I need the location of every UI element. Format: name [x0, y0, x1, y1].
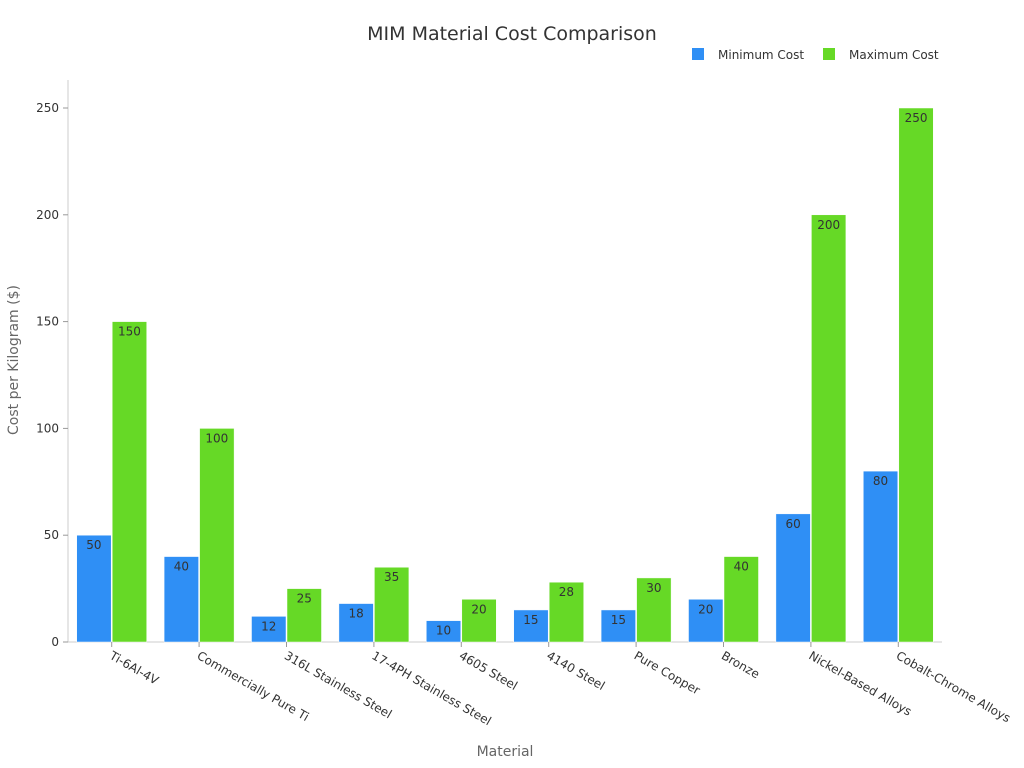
x-tick-label: Ti-6Al-4V	[106, 648, 161, 688]
y-tick-label: 50	[44, 528, 59, 542]
bar-max[interactable]	[898, 107, 934, 643]
bar-data-label: 15	[611, 613, 626, 627]
legend-label[interactable]: Minimum Cost	[718, 48, 804, 62]
bar-data-label: 30	[646, 581, 661, 595]
legend: Minimum Cost Maximum Cost	[692, 48, 939, 62]
x-tick-label: Pure Copper	[632, 648, 703, 697]
bar-data-label: 28	[559, 585, 574, 599]
bar-min[interactable]	[863, 470, 899, 643]
y-tick-label: 0	[51, 635, 59, 649]
bar-max[interactable]	[286, 588, 322, 643]
bar-max[interactable]	[548, 581, 584, 643]
bar-data-label: 25	[297, 592, 312, 606]
bar-max[interactable]	[111, 321, 147, 643]
bar-max[interactable]	[374, 566, 410, 643]
y-tick-label: 150	[36, 315, 59, 329]
bar-data-label: 18	[349, 607, 364, 621]
bar-min[interactable]	[775, 513, 811, 643]
bar-min[interactable]	[513, 609, 549, 643]
bar-data-label: 200	[817, 218, 840, 232]
bar-max[interactable]	[723, 556, 759, 643]
bar-max[interactable]	[461, 599, 497, 643]
bar-data-label: 12	[261, 619, 276, 633]
x-axis-label: Material	[477, 744, 534, 760]
y-tick-label: 200	[36, 208, 59, 222]
bar-data-label: 100	[205, 431, 228, 445]
bar-min[interactable]	[426, 620, 462, 643]
bar-data-label: 15	[523, 613, 538, 627]
bar-data-label: 250	[905, 111, 928, 125]
bar-data-label: 20	[471, 602, 486, 616]
y-axis-label: Cost per Kilogram ($)	[6, 285, 22, 435]
bar-data-label: 60	[786, 517, 801, 531]
bar-min[interactable]	[251, 616, 287, 643]
legend-swatch	[823, 48, 835, 60]
y-tick-label: 100	[36, 421, 59, 435]
bar-max[interactable]	[811, 214, 847, 643]
bar-min[interactable]	[163, 556, 199, 643]
bar-max[interactable]	[199, 428, 235, 643]
legend-swatch	[692, 48, 704, 60]
bar-data-label: 50	[86, 538, 101, 552]
legend-label[interactable]: Maximum Cost	[849, 48, 939, 62]
x-tick-label: 4605 Steel	[457, 648, 520, 693]
bar-min[interactable]	[76, 534, 112, 643]
bar-data-label: 35	[384, 570, 399, 584]
x-tick-label: Bronze	[719, 648, 762, 681]
bar-data-label: 40	[734, 560, 749, 574]
bar-data-label: 40	[174, 560, 189, 574]
bar-data-label: 10	[436, 624, 451, 638]
bar-data-label: 20	[698, 602, 713, 616]
y-tick-label: 250	[36, 101, 59, 115]
bar-min[interactable]	[600, 609, 636, 643]
x-tick-label: 4140 Steel	[544, 648, 607, 693]
bar-data-label: 150	[118, 325, 141, 339]
bar-max[interactable]	[636, 577, 672, 643]
chart-title: MIM Material Cost Comparison	[367, 23, 657, 45]
bar-min[interactable]	[688, 599, 724, 643]
x-tick-label: Cobalt-Chrome Alloys	[894, 648, 1013, 725]
bar-data-label: 80	[873, 474, 888, 488]
bar-min[interactable]	[338, 603, 374, 643]
